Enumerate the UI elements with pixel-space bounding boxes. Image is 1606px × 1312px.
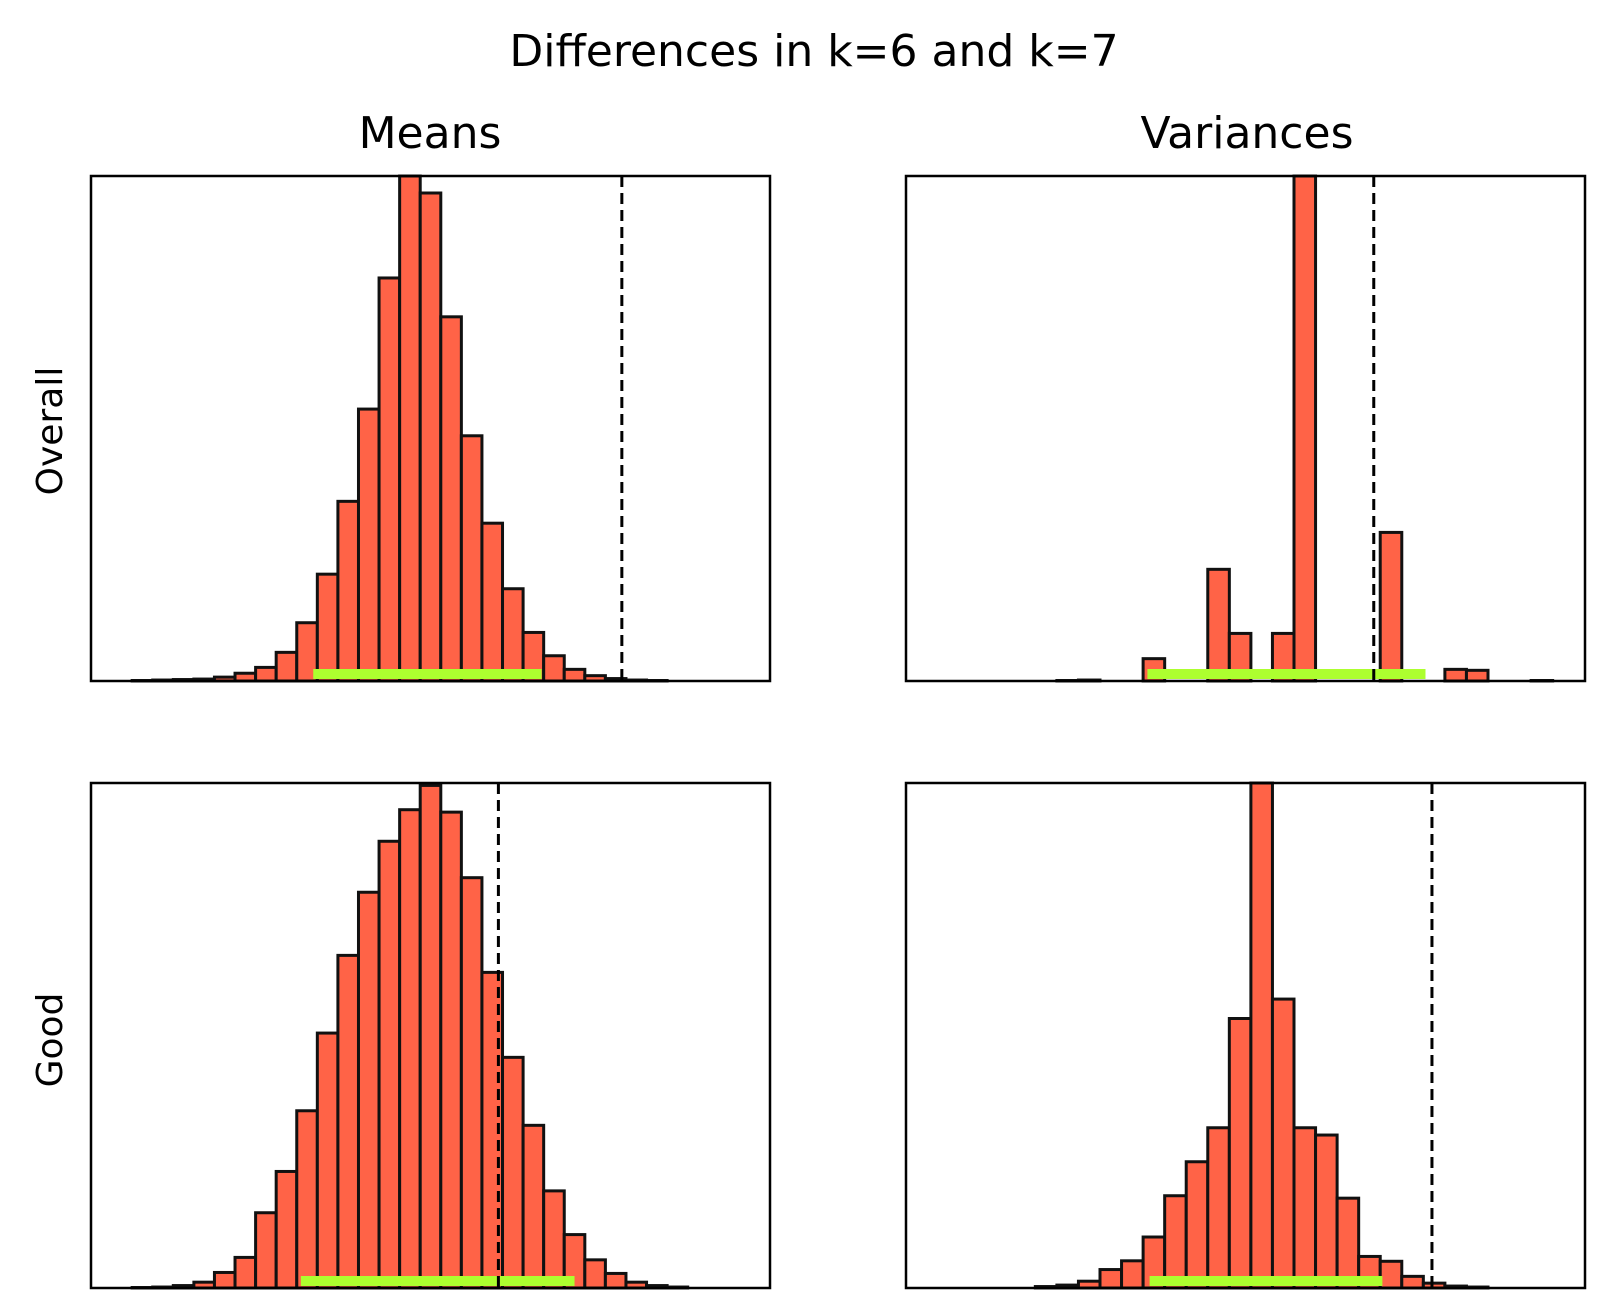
good-means-bar-11 <box>336 953 360 1290</box>
overall-variances-bar-21 <box>1378 530 1404 683</box>
good-variances-bar-14 <box>1227 1017 1253 1290</box>
overall-variances-axes-frame <box>904 174 1587 683</box>
good-variances-bar-8 <box>1098 1268 1124 1290</box>
good-means-bar-12 <box>356 890 381 1290</box>
good-means-bar-7 <box>254 1211 278 1290</box>
row-label-overall: Overall <box>30 367 71 496</box>
overall-means-bar-17 <box>459 434 484 683</box>
good-variances-bar-18 <box>1314 1133 1339 1290</box>
overall-means-bar-19 <box>501 587 525 683</box>
good-variances-bar-22 <box>1400 1274 1425 1290</box>
good-variances-bar-13 <box>1206 1126 1231 1290</box>
good-variances-bar-11 <box>1163 1194 1188 1290</box>
overall-means-bar-12 <box>356 407 381 683</box>
overall-means-bar-18 <box>480 521 505 683</box>
good-means-bar-24 <box>603 1271 628 1290</box>
overall-means-bar-21 <box>542 654 566 683</box>
overall-means-bar-15 <box>418 191 443 683</box>
panel-good-variances <box>904 781 1587 1290</box>
overall-means-axes-frame <box>89 174 772 683</box>
overall-means-bar-14 <box>398 174 422 683</box>
good-means-axes-frame <box>89 781 772 1290</box>
good-means-bar-19 <box>501 1055 525 1290</box>
good-variances-bar-21 <box>1378 1259 1404 1290</box>
good-variances-axes-frame <box>904 781 1587 1290</box>
panel-overall-means <box>89 174 772 683</box>
column-title-means: Means <box>359 108 502 159</box>
good-variances-bar-17 <box>1292 1126 1318 1290</box>
good-means-bar-13 <box>377 839 402 1290</box>
overall-variances-bar-25 <box>1464 668 1490 683</box>
good-means-bar-21 <box>542 1189 566 1290</box>
good-means-bar-16 <box>439 810 463 1290</box>
panel-overall-variances <box>904 174 1587 683</box>
good-variances-bar-12 <box>1184 1160 1210 1290</box>
panel-good-means <box>89 781 772 1290</box>
row-label-good: Good <box>30 993 71 1088</box>
overall-means-bar-11 <box>336 499 360 683</box>
good-means-bar-20 <box>521 1123 546 1290</box>
good-variances-bar-15 <box>1249 781 1274 1290</box>
overall-means-bar-16 <box>439 315 463 683</box>
good-variances-bar-9 <box>1120 1259 1145 1290</box>
good-means-bar-14 <box>398 808 422 1290</box>
overall-means-bar-13 <box>377 276 402 683</box>
column-title-variances: Variances <box>1141 108 1354 159</box>
good-means-bar-23 <box>583 1258 607 1290</box>
overall-variances-bar-24 <box>1443 667 1468 683</box>
good-means-bar-15 <box>418 783 443 1290</box>
good-means-bar-8 <box>274 1169 299 1290</box>
good-means-bar-17 <box>459 876 484 1290</box>
good-means-bar-6 <box>233 1255 258 1290</box>
good-means-bar-9 <box>295 1109 319 1290</box>
good-variances-bar-19 <box>1335 1196 1361 1290</box>
overall-means-bar-22 <box>562 667 587 683</box>
good-means-bar-5 <box>212 1270 237 1290</box>
overall-means-bar-7 <box>254 665 278 683</box>
good-variances-bar-16 <box>1270 997 1296 1290</box>
overall-variances-bar-17 <box>1292 174 1318 683</box>
overall-means-bar-8 <box>274 650 299 683</box>
overall-variances-bar-13 <box>1206 567 1231 683</box>
overall-means-bar-10 <box>315 572 340 683</box>
figure-title: Differences in k=6 and k=7 <box>509 26 1118 77</box>
good-means-bar-10 <box>315 1031 340 1290</box>
